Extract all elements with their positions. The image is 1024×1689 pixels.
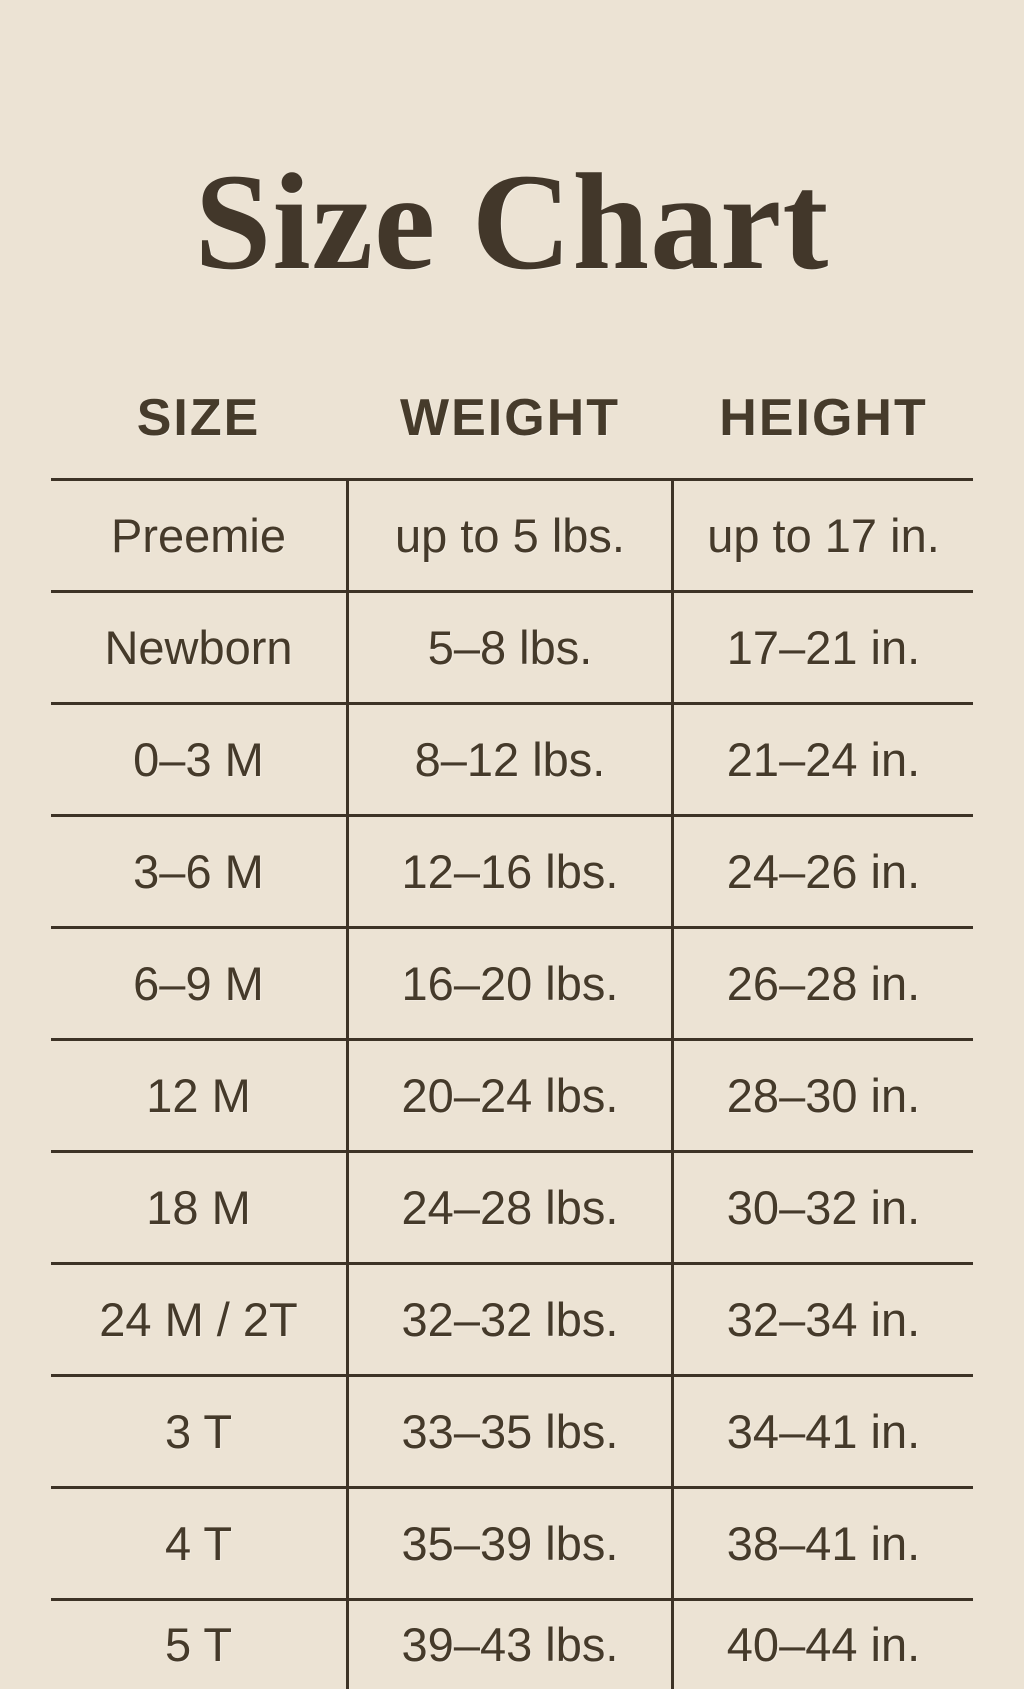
size-cell: Preemie	[110, 508, 286, 562]
table-row: 0–3 M 8–12 lbs. 21–24 in.	[51, 704, 973, 817]
table-header-row: SIZE WEIGHT HEIGHT	[51, 388, 973, 478]
column-header-weight: WEIGHT	[400, 388, 620, 447]
size-cell: 3–6 M	[133, 844, 264, 898]
table-row: 12 M 20–24 lbs. 28–30 in.	[51, 1040, 973, 1153]
table-row: 3 T 33–35 lbs. 34–41 in.	[51, 1376, 973, 1489]
table-row: 3–6 M 12–16 lbs. 24–26 in.	[51, 816, 973, 929]
height-cell: 24–26 in.	[726, 844, 921, 898]
table-row: Newborn 5–8 lbs. 17–21 in.	[51, 592, 973, 705]
weight-cell: 35–39 lbs.	[346, 1488, 674, 1598]
weight-cell: 12–16 lbs.	[346, 816, 674, 926]
height-cell: 17–21 in.	[726, 620, 921, 674]
weight-cell: 32–32 lbs.	[346, 1264, 674, 1374]
size-cell: 5 T	[164, 1618, 233, 1672]
height-cell: 34–41 in.	[726, 1404, 921, 1458]
height-cell: 38–41 in.	[726, 1516, 921, 1570]
size-chart-table: SIZE WEIGHT HEIGHT Preemie up to 5 lbs. …	[51, 388, 973, 1689]
height-cell: 21–24 in.	[726, 732, 921, 786]
table-row: 24 M / 2T 32–32 lbs. 32–34 in.	[51, 1264, 973, 1377]
height-cell: up to 17 in.	[707, 508, 940, 562]
size-cell: 24 M / 2T	[99, 1292, 298, 1346]
weight-cell: 39–43 lbs.	[346, 1600, 674, 1689]
weight-cell: 5–8 lbs.	[346, 592, 674, 702]
size-cell: 4 T	[164, 1516, 233, 1570]
table-row: Preemie up to 5 lbs. up to 17 in.	[51, 480, 973, 593]
table-row: 6–9 M 16–20 lbs. 26–28 in.	[51, 928, 973, 1041]
weight-cell: 16–20 lbs.	[346, 928, 674, 1038]
weight-cell: up to 5 lbs.	[346, 480, 674, 590]
size-cell: 18 M	[146, 1180, 251, 1234]
weight-cell: 8–12 lbs.	[346, 704, 674, 814]
size-cell: 3 T	[164, 1404, 233, 1458]
height-cell: 26–28 in.	[726, 956, 921, 1010]
column-header-size: SIZE	[136, 388, 261, 447]
height-cell: 30–32 in.	[726, 1180, 921, 1234]
table-row: 5 T 39–43 lbs. 40–44 in.	[51, 1600, 973, 1689]
size-cell: 12 M	[146, 1068, 251, 1122]
page-title: Size Chart	[194, 145, 830, 299]
height-cell: 28–30 in.	[726, 1068, 921, 1122]
table-row: 4 T 35–39 lbs. 38–41 in.	[51, 1488, 973, 1601]
height-cell: 32–34 in.	[726, 1292, 921, 1346]
table-row: 18 M 24–28 lbs. 30–32 in.	[51, 1152, 973, 1265]
weight-cell: 20–24 lbs.	[346, 1040, 674, 1150]
table-body: Preemie up to 5 lbs. up to 17 in. Newbor…	[51, 477, 973, 1689]
column-header-height: HEIGHT	[719, 388, 928, 447]
size-cell: 6–9 M	[133, 956, 264, 1010]
weight-cell: 24–28 lbs.	[346, 1152, 674, 1262]
weight-cell: 33–35 lbs.	[346, 1376, 674, 1486]
height-cell: 40–44 in.	[726, 1618, 921, 1672]
size-cell: Newborn	[104, 620, 293, 674]
size-cell: 0–3 M	[133, 732, 264, 786]
